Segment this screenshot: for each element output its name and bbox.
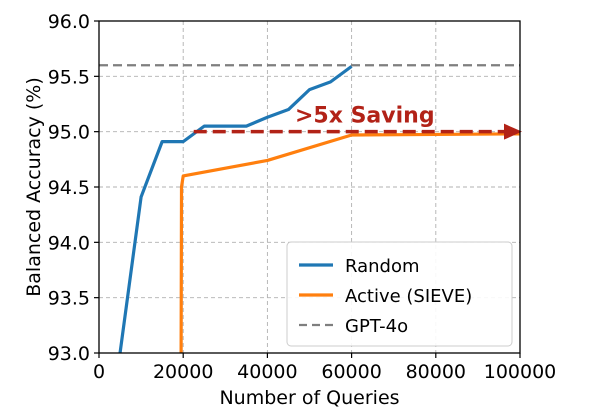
legend-box bbox=[286, 241, 513, 347]
y-tick-label: 95.0 bbox=[48, 122, 90, 144]
x-axis-label: Number of Queries bbox=[219, 387, 399, 409]
x-tick-label: 40000 bbox=[237, 361, 297, 383]
y-tick-label: 94.5 bbox=[48, 177, 90, 199]
y-tick-label: 93.0 bbox=[48, 343, 90, 365]
y-tick-label: 95.5 bbox=[48, 66, 90, 88]
y-tick-label: 96.0 bbox=[48, 11, 90, 33]
ticks: 0 20000 40000 60000 80000 100000 93.0 93.5 94.0 9… bbox=[48, 11, 557, 383]
x-tick-label: 0 bbox=[93, 361, 105, 383]
legend-label-gpt-4o: GPT-4o bbox=[345, 316, 408, 337]
legend-label-active-sieve: Active (SIEVE) bbox=[345, 286, 472, 307]
annotation-arrow-head bbox=[504, 123, 522, 140]
x-tick-label: 100000 bbox=[484, 361, 557, 383]
x-tick-label: 80000 bbox=[406, 361, 466, 383]
series-layer bbox=[99, 64, 520, 353]
y-axis-label: Balanced Accuracy (%) bbox=[23, 77, 45, 297]
annotation-layer: >5x Saving bbox=[193, 104, 522, 140]
y-tick-label: 93.5 bbox=[48, 288, 90, 310]
x-tick-label: 60000 bbox=[321, 361, 381, 383]
legend-label-random: Random bbox=[345, 256, 420, 277]
legend: Random Active (SIEVE) GPT-4o bbox=[286, 241, 513, 347]
series-line-active-sieve bbox=[179, 132, 520, 353]
x-tick-label: 20000 bbox=[153, 361, 213, 383]
y-tick-label: 94.0 bbox=[48, 232, 90, 254]
series-line-random bbox=[118, 65, 353, 353]
annotation-text: >5x Saving bbox=[295, 104, 435, 129]
